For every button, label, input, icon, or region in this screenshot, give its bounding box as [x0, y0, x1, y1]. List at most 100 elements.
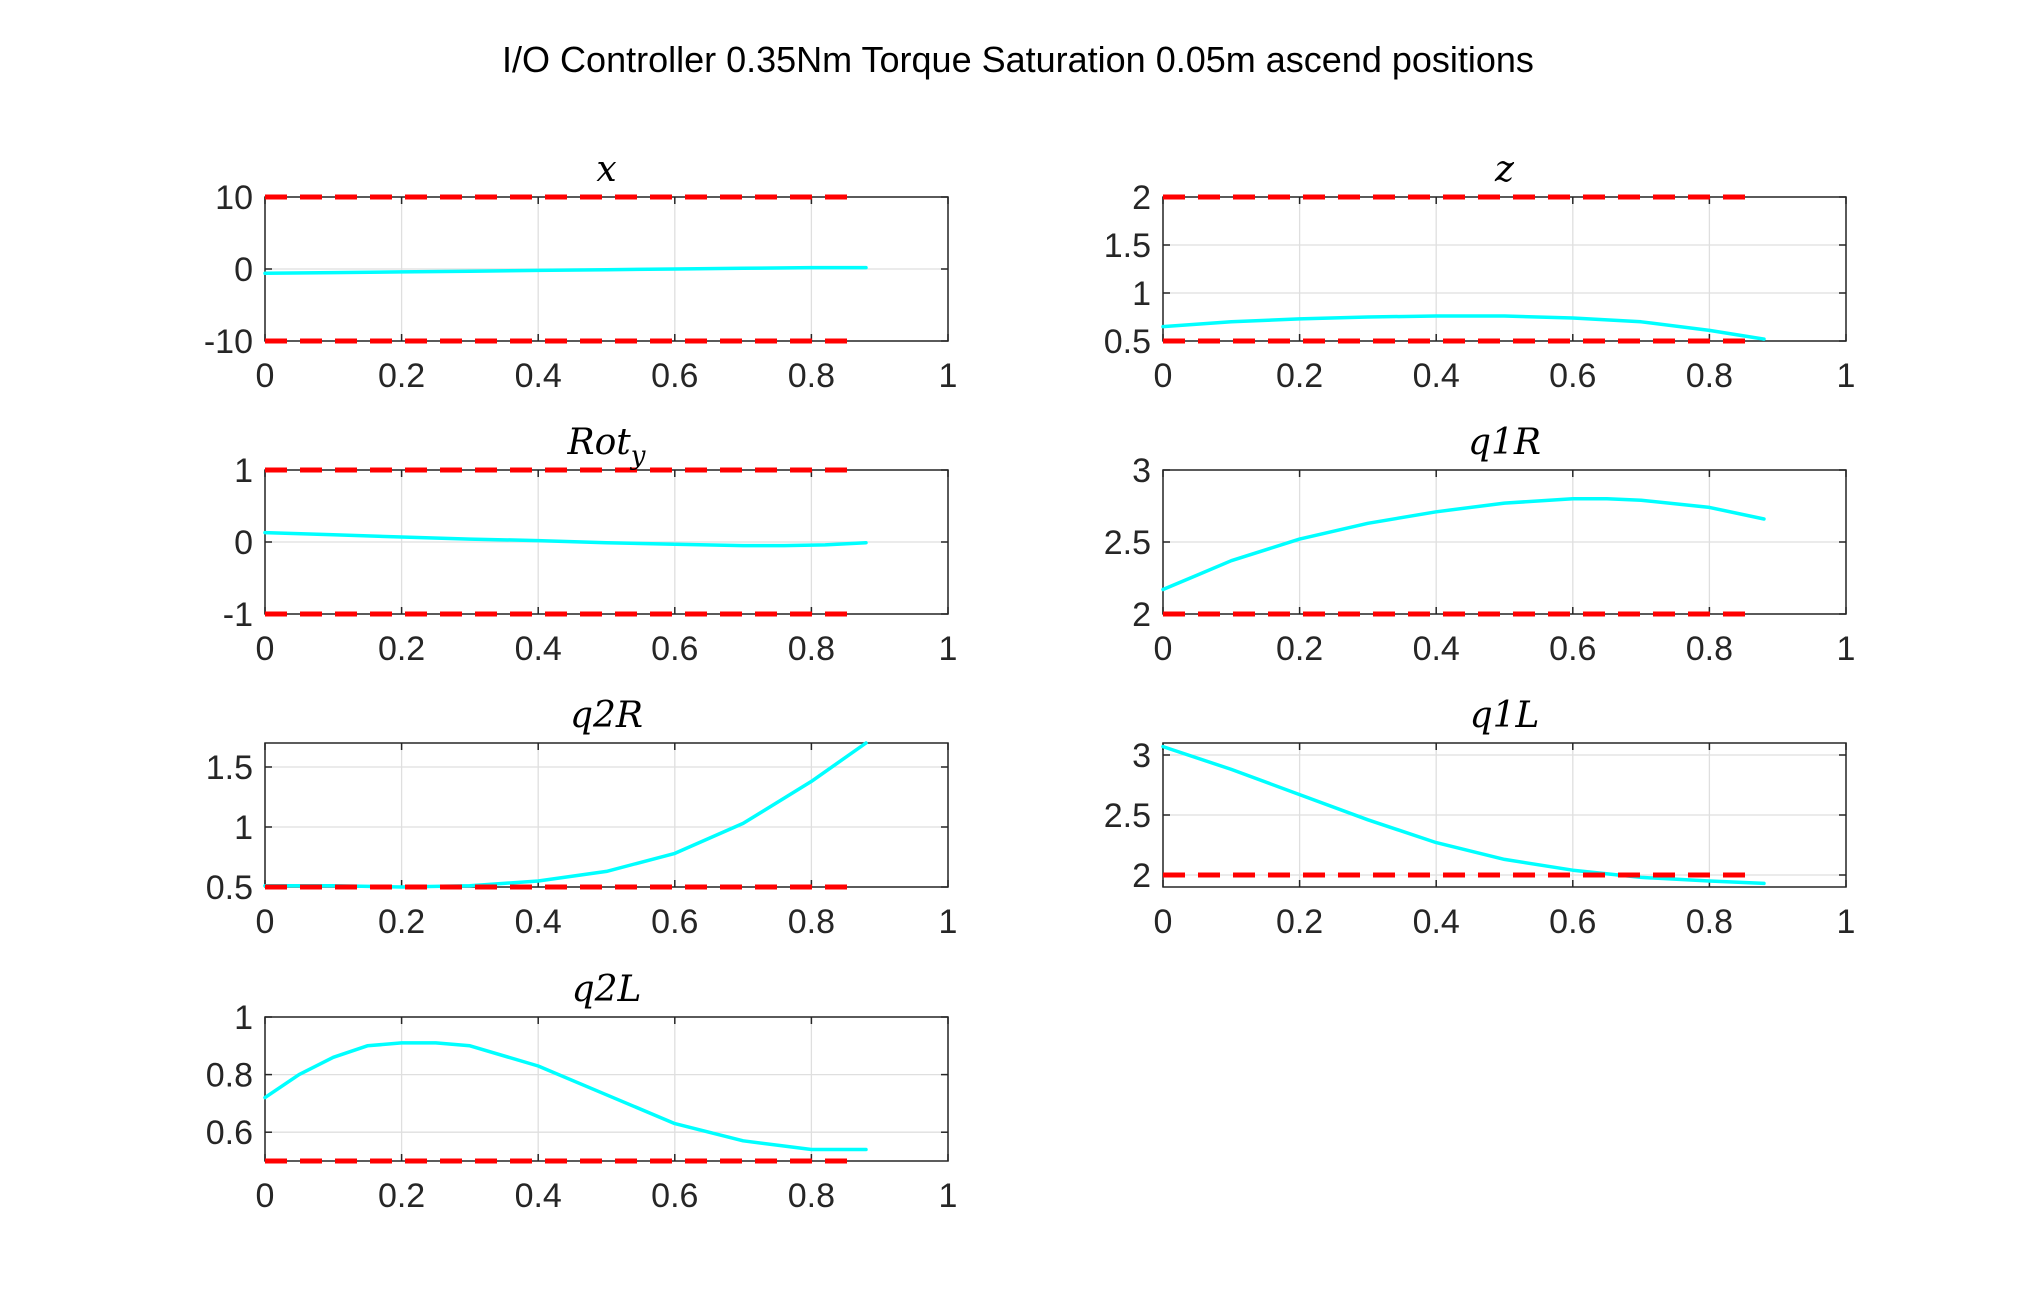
y-tick-label: 1.5: [1104, 227, 1151, 265]
subplot-title: q2R: [570, 695, 643, 736]
subplot-2: 0 0.2 0.4 0.6 0.8 1 0.5 1 1.5 2 z: [1104, 149, 1856, 395]
subplot-title: q2L: [572, 969, 642, 1010]
series-line-1: [1161, 314, 1766, 341]
x-tick-label: 0.8: [1686, 903, 1733, 941]
series-line-1: [263, 265, 868, 276]
subplot-title-subscript: y: [630, 441, 646, 471]
y-tick-label: 0: [234, 524, 253, 562]
x-tick-label: 0.2: [378, 1177, 425, 1215]
x-tick-label: 0.4: [1413, 630, 1460, 668]
figure-title: I/O Controller 0.35Nm Torque Saturation …: [502, 39, 1534, 80]
subplot-title: q1L: [1470, 695, 1540, 736]
x-tick-label: 1: [1837, 357, 1856, 395]
y-tick-label: 1: [234, 809, 253, 847]
x-tick-label: 0.4: [515, 903, 562, 941]
subplot-title-main: q2L: [572, 969, 642, 1010]
x-tick-label: 1: [939, 1177, 958, 1215]
x-tick-label: 0.2: [1276, 630, 1323, 668]
y-tick-label: 3: [1132, 737, 1151, 775]
x-tick-label: 0.2: [378, 357, 425, 395]
x-tick-label: 0.6: [1549, 630, 1596, 668]
x-tick-label: 0.8: [1686, 357, 1733, 395]
x-tick-label: 0.4: [515, 357, 562, 395]
x-tick-label: 0: [1154, 630, 1173, 668]
subplot-5: 0 0.2 0.4 0.6 0.8 1 0.5 1 1.5 q2R: [206, 695, 958, 941]
subplot-6: 0 0.2 0.4 0.6 0.8 1 2 2.5 3 q1L: [1104, 695, 1856, 941]
axes-frame: [264, 1016, 949, 1162]
subplot-title-main: x: [596, 149, 616, 190]
x-tick-label: 0.6: [1549, 903, 1596, 941]
x-tick-label: 1: [1837, 630, 1856, 668]
x-tick-label: 0.6: [651, 630, 698, 668]
subplot-title-main: q2R: [570, 695, 643, 736]
x-tick-label: 0.4: [1413, 357, 1460, 395]
subplot-title: x: [596, 149, 616, 190]
x-tick-label: 0.6: [1549, 357, 1596, 395]
y-tick-label: 0: [234, 251, 253, 289]
subplot-title: Roty: [567, 422, 646, 471]
subplot-title-main: q1L: [1470, 695, 1540, 736]
y-tick-label: -1: [223, 596, 253, 634]
x-tick-label: 0.8: [788, 903, 835, 941]
subplot-title-main: z: [1494, 149, 1515, 190]
x-tick-label: 0.8: [788, 357, 835, 395]
y-tick-label: -10: [204, 323, 253, 361]
y-tick-label: 1.5: [206, 749, 253, 787]
y-tick-label: 3: [1132, 452, 1151, 490]
x-tick-label: 0.6: [651, 1177, 698, 1215]
x-tick-label: 0: [256, 903, 275, 941]
x-tick-label: 0.4: [1413, 903, 1460, 941]
x-tick-label: 0: [1154, 903, 1173, 941]
y-tick-label: 2: [1132, 179, 1151, 217]
y-tick-label: 1: [234, 452, 253, 490]
subplot-title: z: [1494, 149, 1515, 190]
y-tick-label: 0.8: [206, 1057, 253, 1095]
y-tick-label: 2: [1132, 596, 1151, 634]
axes-frame: [1162, 196, 1847, 342]
x-tick-label: 0.8: [788, 630, 835, 668]
series-line-1: [1161, 497, 1766, 592]
plot-area: [265, 1017, 948, 1161]
y-tick-label: 2.5: [1104, 797, 1151, 835]
y-tick-label: 10: [215, 179, 253, 217]
x-tick-label: 1: [939, 903, 958, 941]
x-tick-label: 0: [256, 1177, 275, 1215]
y-tick-label: 0.6: [206, 1114, 253, 1152]
series-line-1: [263, 1041, 868, 1152]
x-tick-label: 1: [939, 630, 958, 668]
series-line-1: [263, 741, 868, 889]
plot-area: [265, 743, 948, 887]
x-tick-label: 1: [1837, 903, 1856, 941]
subplot-title-main: q1R: [1468, 422, 1541, 463]
x-tick-label: 0.8: [788, 1177, 835, 1215]
x-tick-label: 0.4: [515, 1177, 562, 1215]
x-tick-label: 0.2: [378, 630, 425, 668]
x-tick-label: 0: [256, 630, 275, 668]
y-tick-label: 0.5: [1104, 323, 1151, 361]
x-tick-label: 1: [939, 357, 958, 395]
subplot-title: q1R: [1468, 422, 1541, 463]
x-tick-label: 0: [256, 357, 275, 395]
x-tick-label: 0.4: [515, 630, 562, 668]
subplot-title-main: Rot: [567, 422, 632, 463]
series-line-1: [1161, 744, 1766, 886]
y-tick-label: 0.5: [206, 869, 253, 907]
x-tick-label: 0.8: [1686, 630, 1733, 668]
y-tick-label: 2.5: [1104, 524, 1151, 562]
y-tick-label: 1: [1132, 275, 1151, 313]
y-tick-label: 2: [1132, 857, 1151, 895]
series-line-1: [263, 530, 868, 548]
x-tick-label: 0.6: [651, 357, 698, 395]
subplot-4: 0 0.2 0.4 0.6 0.8 1 2 2.5 3 q1R: [1104, 422, 1856, 668]
x-tick-label: 0.2: [1276, 903, 1323, 941]
x-tick-label: 0: [1154, 357, 1173, 395]
x-tick-label: 0.2: [1276, 357, 1323, 395]
x-tick-label: 0.6: [651, 903, 698, 941]
x-tick-label: 0.2: [378, 903, 425, 941]
subplot-7: 0 0.2 0.4 0.6 0.8 1 0.6 0.8 1 q2L: [206, 969, 958, 1215]
y-tick-label: 1: [234, 999, 253, 1037]
